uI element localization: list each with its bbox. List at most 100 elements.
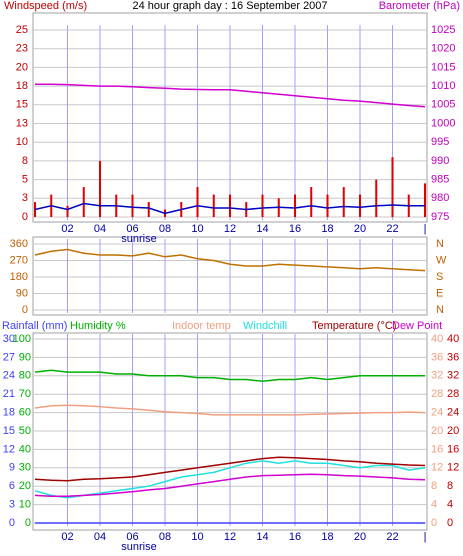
tick-label: 3 [9,499,15,511]
tick-label: 32 [447,370,459,382]
x-tick-label: 04 [94,223,106,235]
legend-label: Windchill [243,320,287,332]
tick-label: 60 [19,407,31,419]
tick-label: 0 [22,304,28,316]
x-tick-label: 08 [159,223,171,235]
tick-label: S [436,271,443,283]
tick-label: 1020 [431,43,455,55]
series-line [34,460,426,499]
tick-label: 28 [447,388,459,400]
tick-label: 90 [19,351,31,363]
x-tick-label: 08 [159,531,171,543]
tick-label: N [436,238,444,250]
x-tick-label: 06 [126,531,138,543]
tick-label: 980 [431,192,449,204]
tick-label: 90 [16,287,28,299]
tick-label: 24 [3,370,15,382]
tick-label: 0 [431,517,437,529]
tick-label: 8 [447,480,453,492]
tick-label: 1025 [431,24,455,36]
tick-label: 0 [447,517,453,529]
tick-label: 1000 [431,117,455,129]
legend-label: Indoor temp [172,320,231,332]
series-line [34,473,426,498]
tick-label: 21 [3,388,15,400]
x-tick-label: 14 [256,531,268,543]
tick-label: 15 [16,99,28,111]
tick-label: 180 [10,271,28,283]
y2-axis-title: Barometer (hPa) [379,0,460,12]
x-tick-label: 18 [321,223,333,235]
x-tick-label: 16 [289,223,301,235]
tick-label: 4 [447,499,453,511]
tick-label: 27 [3,351,15,363]
tick-label: 30 [3,333,15,345]
tick-label: 28 [431,388,443,400]
x-tick-label: 04 [94,531,106,543]
tick-label: W [436,254,447,266]
tick-label: 20 [19,480,31,492]
tick-label: 3 [22,192,28,204]
legend-label: Dew Point [392,320,442,332]
tick-label: 12 [3,443,15,455]
x-tick-label: 16 [289,531,301,543]
x-tick-label: 12 [224,223,236,235]
tick-label: 24 [447,407,459,419]
tick-label: 8 [431,480,437,492]
tick-label: 36 [447,351,459,363]
tick-label: 990 [431,155,449,167]
tick-label: 270 [10,254,28,266]
tick-label: 80 [19,370,31,382]
tick-label: 18 [16,80,28,92]
tick-label: 5 [22,174,28,186]
tick-label: 0 [9,517,15,529]
tick-label: 16 [431,443,443,455]
legend-label: Humidity % [70,320,126,332]
tick-label: N [436,304,444,316]
tick-label: 40 [447,333,459,345]
tick-label: 6 [9,480,15,492]
x-tick-label: 22 [386,223,398,235]
y-axis-title: Windspeed (m/s) [4,0,87,12]
tick-label: 0 [22,211,28,223]
x-tick-label: 22 [386,531,398,543]
x-tick-label: 20 [354,531,366,543]
tick-label: 30 [19,462,31,474]
x-tick-label: 10 [191,223,203,235]
tick-label: 360 [10,238,28,250]
tick-label: 1005 [431,99,455,111]
x-tick-label: | [424,223,427,235]
x-tick-label: 12 [224,531,236,543]
series-line [34,248,426,272]
x-tick-label: 18 [321,531,333,543]
tick-label: 24 [431,407,443,419]
tick-label: 20 [431,425,443,437]
x-tick-label: 06 [126,223,138,235]
tick-label: 985 [431,174,449,186]
chart-title: 24 hour graph day : 16 September 2007 [132,0,327,12]
tick-label: 9 [9,462,15,474]
tick-label: 12 [447,462,459,474]
tick-label: 50 [19,425,31,437]
tick-label: 70 [19,388,31,400]
x-tick-label: 02 [61,223,73,235]
tick-label: 0 [25,517,31,529]
panel-frame [32,236,428,316]
x-tick-label: 20 [354,223,366,235]
tick-label: 18 [3,407,15,419]
tick-label: 32 [431,370,443,382]
series-line [34,202,425,215]
tick-label: 995 [431,136,449,148]
tick-label: 4 [431,499,437,511]
x-tick-label: | [424,531,427,543]
legend-label: Temperature (°C) [312,320,396,332]
tick-label: 40 [19,443,31,455]
tick-label: 10 [16,136,28,148]
tick-label: 1015 [431,61,455,73]
tick-label: 15 [3,425,15,437]
panel-frame [32,12,428,223]
tick-label: E [436,287,443,299]
tick-label: 25 [16,24,28,36]
series-line [34,369,425,383]
